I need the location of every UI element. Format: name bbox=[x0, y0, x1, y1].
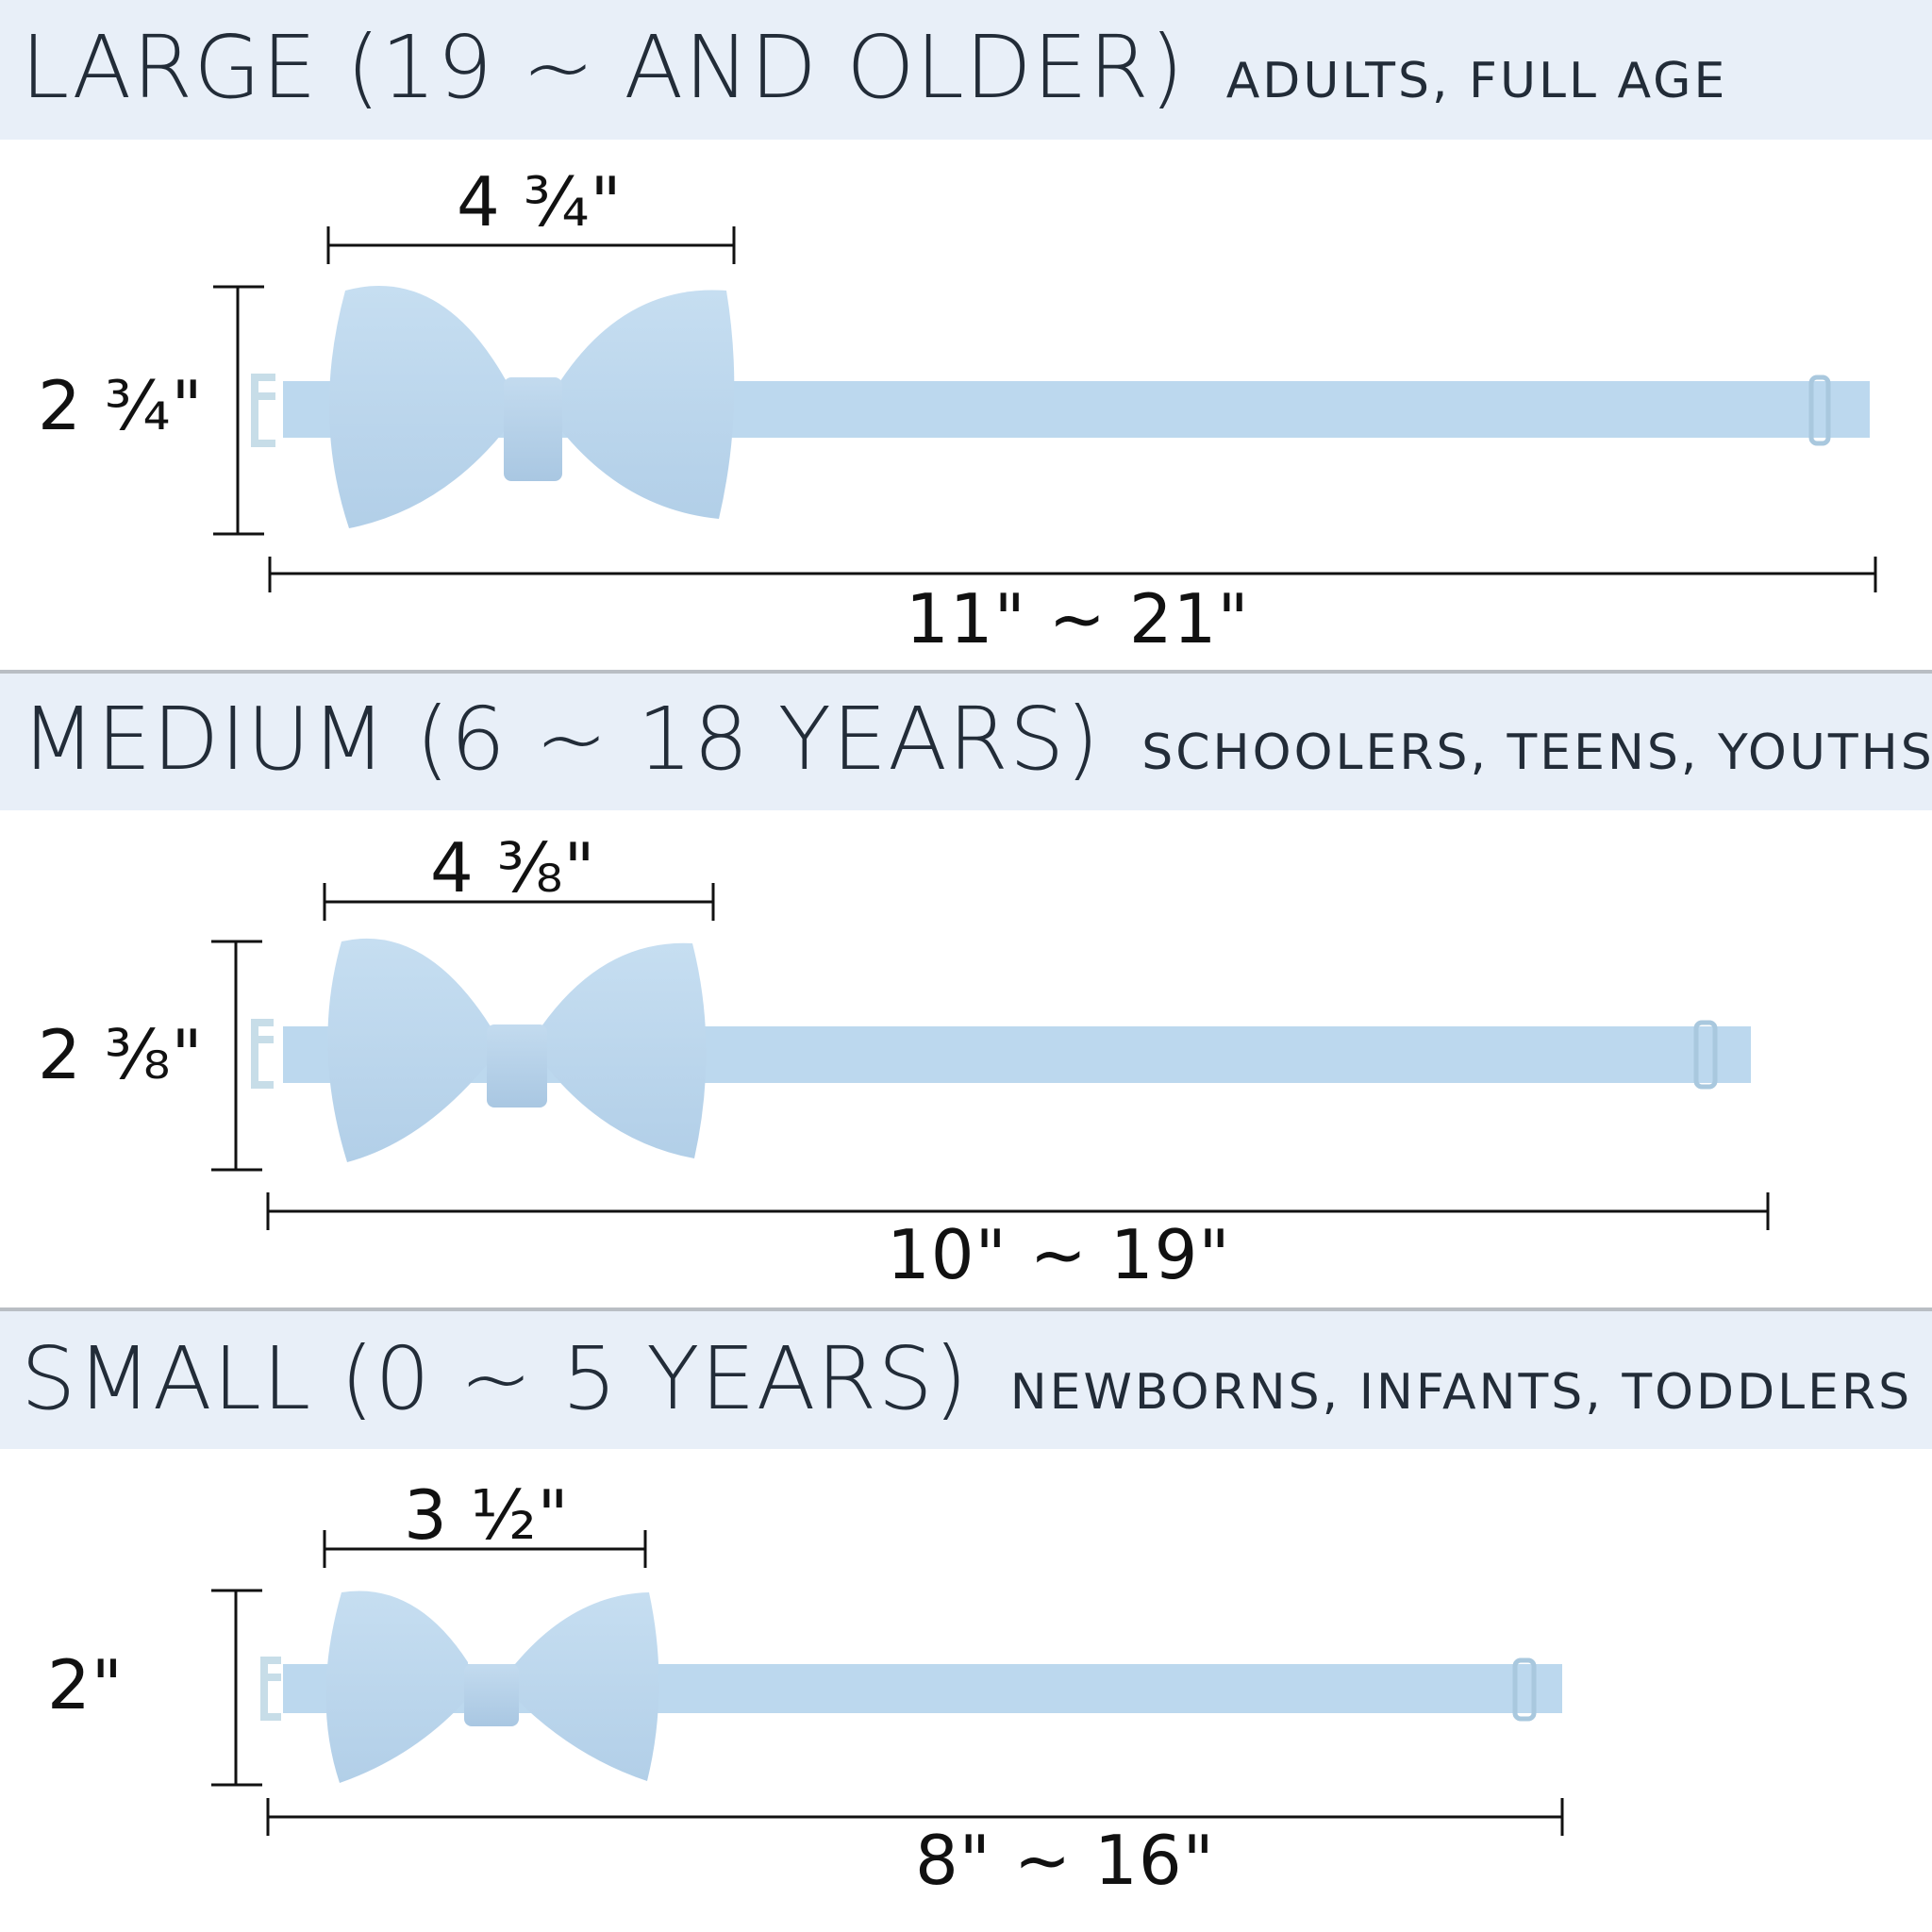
medium-knot bbox=[487, 1024, 547, 1108]
medium-left-wing bbox=[327, 938, 491, 1162]
medium-subtitle: SCHOOLERS, TEENS, YOUTHS bbox=[1141, 724, 1932, 781]
large-height-line bbox=[213, 285, 264, 536]
large-title: LARGE (19 ~ AND OLDER) bbox=[21, 17, 1185, 118]
medium-width-line bbox=[323, 883, 715, 921]
large-bow-tie bbox=[251, 286, 1870, 528]
divider-medium-small bbox=[0, 1307, 1932, 1311]
small-knot bbox=[464, 1664, 519, 1726]
large-header: LARGE (19 ~ AND OLDER) ADULTS, FULL AGE bbox=[21, 17, 1727, 118]
large-height-label: 2 ¾" bbox=[38, 366, 204, 445]
large-right-wing bbox=[557, 290, 735, 519]
small-height-label: 2" bbox=[47, 1645, 124, 1724]
small-hook-clip bbox=[260, 1657, 281, 1721]
small-header-band bbox=[0, 1311, 1932, 1449]
small-left-wing bbox=[325, 1591, 468, 1783]
large-length-label: 11" ~ 21" bbox=[906, 579, 1250, 658]
large-length-line bbox=[268, 557, 1877, 592]
small-length-line bbox=[266, 1798, 1564, 1836]
medium-header: MEDIUM (6 ~ 18 YEARS) SCHOOLERS, TEENS, … bbox=[21, 689, 1932, 790]
large-knot bbox=[504, 377, 562, 481]
medium-width-label: 4 ⅜" bbox=[430, 828, 596, 908]
medium-header-band bbox=[0, 674, 1932, 810]
medium-bow-tie bbox=[251, 938, 1751, 1162]
large-hook-clip bbox=[251, 374, 275, 447]
large-strap-end-clip bbox=[1808, 375, 1831, 446]
large-width-label: 4 ¾" bbox=[457, 162, 623, 242]
small-width-label: 3 ½" bbox=[404, 1475, 570, 1555]
small-bow-tie bbox=[260, 1591, 1562, 1783]
medium-right-wing bbox=[541, 942, 707, 1158]
small-right-wing bbox=[515, 1592, 659, 1781]
small-height-line bbox=[211, 1589, 262, 1787]
medium-height-label: 2 ⅜" bbox=[38, 1015, 204, 1094]
large-width-line bbox=[326, 226, 736, 264]
small-length-label: 8" ~ 16" bbox=[915, 1821, 1215, 1900]
dimension-lines bbox=[211, 226, 1877, 1836]
divider-large-medium bbox=[0, 670, 1932, 674]
medium-length-line bbox=[266, 1192, 1770, 1230]
medium-hook-clip bbox=[251, 1019, 274, 1089]
medium-strap-end-clip bbox=[1693, 1020, 1718, 1090]
large-header-band bbox=[0, 0, 1932, 140]
medium-height-line bbox=[211, 940, 262, 1172]
large-left-wing bbox=[328, 286, 509, 528]
medium-length-label: 10" ~ 19" bbox=[887, 1215, 1231, 1294]
small-header: SMALL (0 ~ 5 YEARS) NEWBORNS, INFANTS, T… bbox=[21, 1328, 1912, 1429]
small-width-line bbox=[323, 1530, 647, 1568]
large-subtitle: ADULTS, FULL AGE bbox=[1225, 53, 1728, 109]
small-subtitle: NEWBORNS, INFANTS, TODDLERS bbox=[1009, 1364, 1913, 1421]
small-strap-end-clip bbox=[1512, 1657, 1537, 1722]
medium-title: MEDIUM (6 ~ 18 YEARS) bbox=[21, 689, 1101, 790]
small-title: SMALL (0 ~ 5 YEARS) bbox=[21, 1328, 969, 1429]
